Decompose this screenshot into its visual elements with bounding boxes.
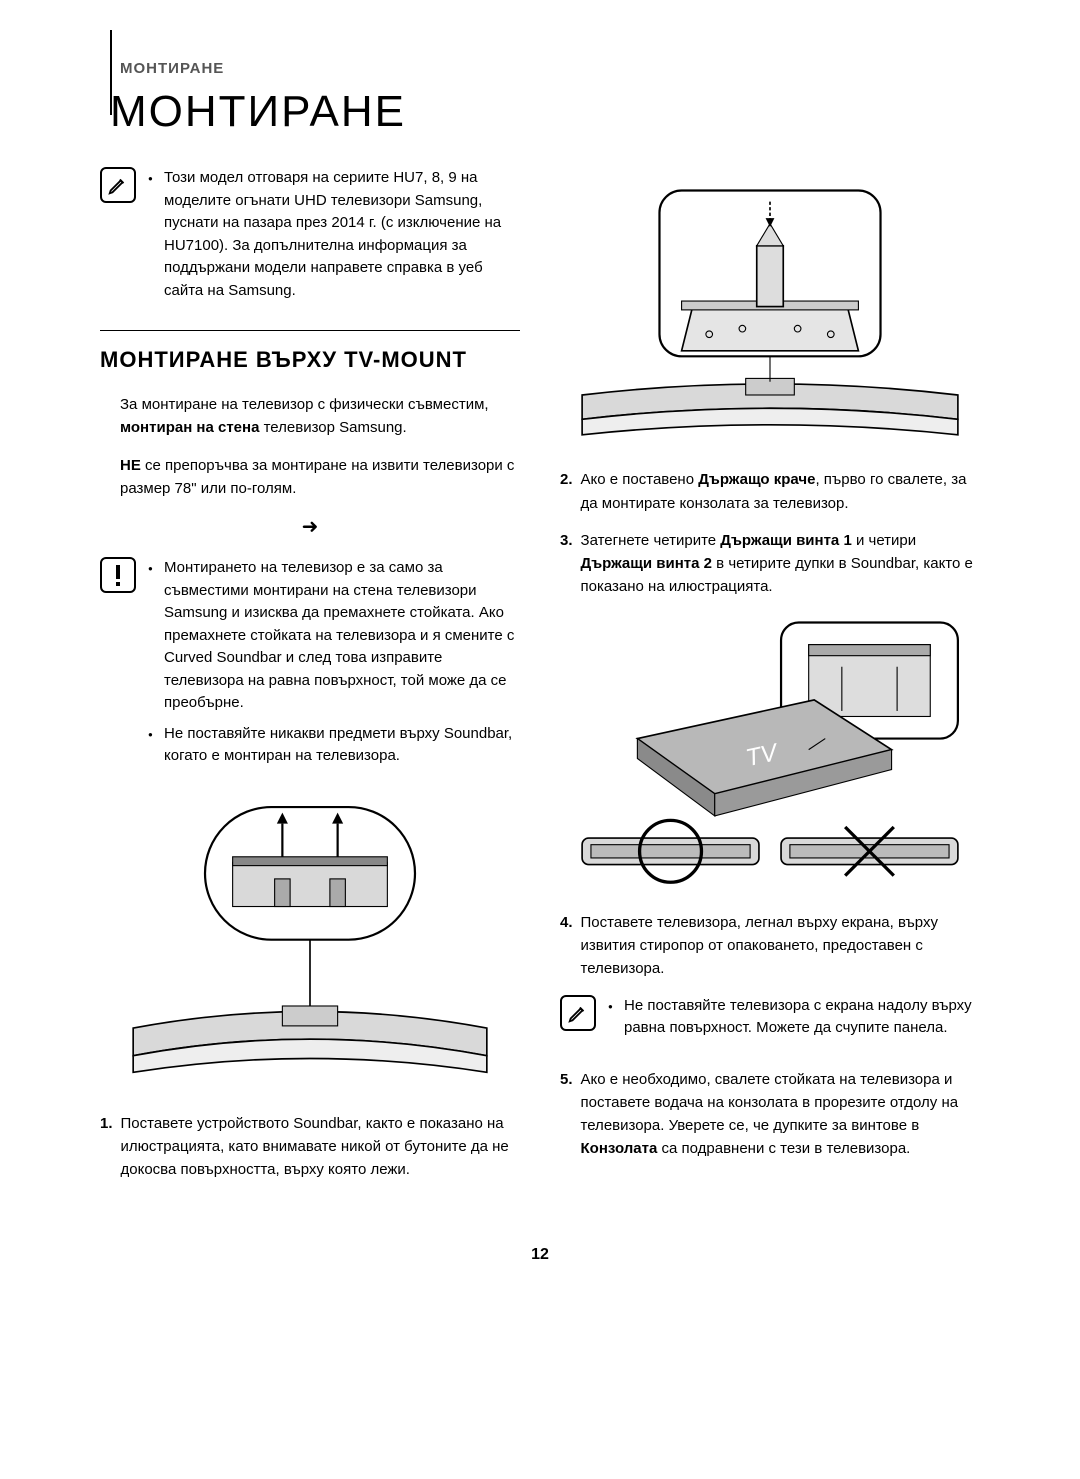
divider — [100, 330, 520, 331]
page-number: 12 — [100, 1246, 980, 1264]
illustration-bracket-detail — [560, 185, 980, 450]
left-column: Този модел отговаря на сериите HU7, 8, 9… — [100, 167, 520, 1196]
intro-para-1: За монтиране на телевизор с физически съ… — [100, 393, 520, 440]
note-box-top: Този модел отговаря на сериите HU7, 8, 9… — [100, 167, 520, 310]
illustration-tv-right-wrong: TV — [560, 617, 980, 893]
sub-title: МОНТИРАНЕ ВЪРХУ TV-MOUNT — [100, 347, 520, 373]
intro-para-2: НЕ се препоръчва за монтиране на извити … — [100, 454, 520, 501]
step-5: 5. Ако е необходимо, свалете стойката на… — [560, 1068, 980, 1161]
step-4: 4. Поставете телевизора, легнал върху ек… — [560, 911, 980, 981]
note1-text: Този модел отговаря на сериите HU7, 8, 9… — [148, 167, 520, 302]
illustration-soundbar-bracket — [100, 796, 520, 1094]
note2-text: Не поставяйте телевизора с екрана надолу… — [608, 995, 980, 1040]
right-column: 2. Ако е поставено Държащо краче, първо … — [560, 167, 980, 1196]
step-1: 1. Поставете устройството Soundbar, какт… — [100, 1112, 520, 1182]
exclamation-icon — [100, 557, 136, 593]
section-label: МОНТИРАНЕ — [120, 60, 980, 77]
step-3: 3. Затегнете четирите Държащи винта 1 и … — [560, 529, 980, 599]
caution-bullet-1: Монтирането на телевизор е за само за съ… — [148, 557, 520, 715]
pencil-icon — [100, 167, 136, 203]
main-title: МОНТИРАНЕ — [110, 87, 980, 137]
step-2: 2. Ако е поставено Държащо краче, първо … — [560, 468, 980, 515]
note-box-bottom: Не поставяйте телевизора с екрана надолу… — [560, 995, 980, 1048]
caution-box: Монтирането на телевизор е за само за съ… — [100, 557, 520, 776]
arrow-down-icon: ➜ — [100, 514, 520, 539]
pencil-icon — [560, 995, 596, 1031]
caution-bullet-2: Не поставяйте никакви предмети върху Sou… — [148, 723, 520, 768]
